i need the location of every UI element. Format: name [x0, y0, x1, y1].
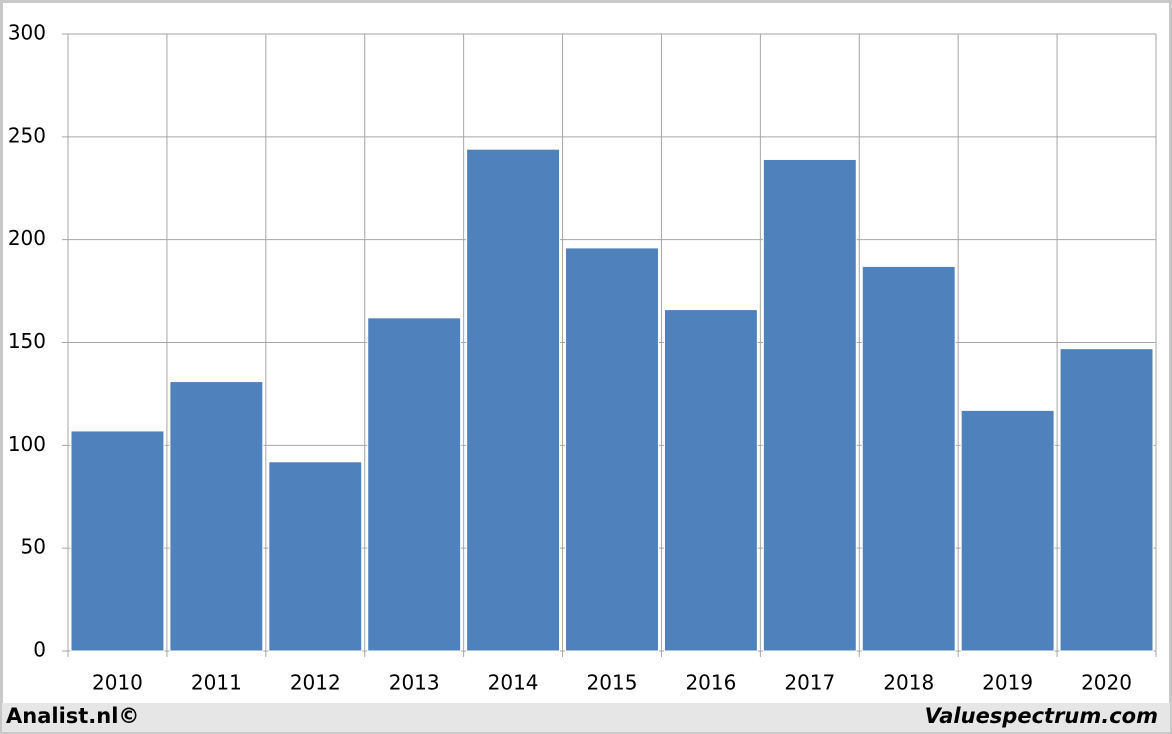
x-tick-label: 2017: [784, 671, 835, 695]
y-tick-label: 200: [8, 226, 46, 250]
bar: [70, 430, 165, 652]
x-tick-label: 2013: [389, 671, 440, 695]
x-tick-label: 2010: [92, 671, 143, 695]
y-tick-label: 100: [8, 432, 46, 456]
bar: [169, 381, 264, 652]
bar: [367, 317, 462, 652]
footer-left: Analist.nl©: [6, 704, 139, 728]
bar: [762, 158, 857, 652]
x-tick-label: 2012: [290, 671, 341, 695]
bar: [1059, 348, 1154, 652]
x-tick-label: 2019: [982, 671, 1033, 695]
x-tick-label: 2014: [488, 671, 539, 695]
bar: [565, 247, 659, 652]
y-tick-label: 300: [8, 21, 46, 45]
y-tick-label: 0: [33, 638, 46, 662]
bar: [663, 309, 758, 652]
x-tick-label: 2011: [191, 671, 242, 695]
bar: [861, 265, 956, 652]
footer-right: Valuespectrum.com: [925, 704, 1158, 728]
bar: [466, 148, 561, 652]
bar: [268, 461, 363, 652]
y-tick-label: 150: [8, 329, 46, 353]
bar: [960, 409, 1055, 652]
footer-band: [2, 703, 1170, 732]
x-tick-label: 2020: [1081, 671, 1132, 695]
x-tick-label: 2015: [587, 671, 638, 695]
y-tick-label: 250: [8, 123, 46, 147]
x-tick-label: 2016: [685, 671, 736, 695]
y-tick-label: 50: [21, 535, 46, 559]
x-tick-label: 2018: [883, 671, 934, 695]
